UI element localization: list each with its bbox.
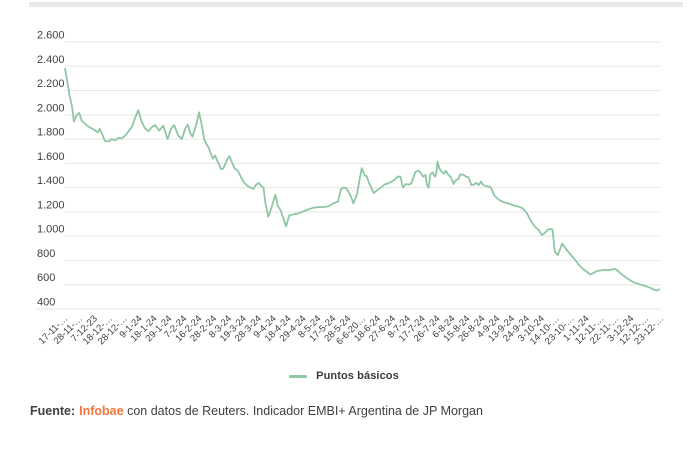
source-prefix: Fuente:: [30, 404, 76, 418]
svg-text:1.800: 1.800: [37, 127, 65, 139]
svg-text:1.400: 1.400: [37, 175, 65, 187]
x-axis-labels: 17-11-…28-11-…7-12-2318-12-…28-12-…9-1-2…: [37, 313, 666, 347]
svg-text:2.000: 2.000: [37, 102, 65, 114]
gridlines: [36, 41, 661, 310]
embi-line-chart: 2.600 2.400 2.200 2.000 1.800 1.600 1.400 1.200…: [36, 30, 666, 347]
legend-item[interactable]: Puntos básicos: [0, 370, 688, 382]
svg-text:2.600: 2.600: [37, 30, 65, 42]
top-divider: [29, 2, 683, 7]
svg-text:2.200: 2.200: [37, 78, 65, 90]
svg-text:1.600: 1.600: [37, 151, 65, 163]
y-axis-labels: 2.600 2.400 2.200 2.000 1.800 1.600 1.400 1.200…: [37, 30, 65, 309]
legend-label: Puntos básicos: [316, 370, 399, 382]
svg-text:2.400: 2.400: [37, 54, 65, 66]
series-line-puntos-basicos: [64, 67, 661, 292]
svg-text:1.200: 1.200: [37, 199, 65, 211]
svg-text:600: 600: [37, 272, 55, 284]
source-note: Fuente: Infobae con datos de Reuters. Ind…: [30, 403, 678, 420]
legend-swatch-line: [289, 374, 308, 378]
source-rest: con datos de Reuters. Indicador EMBI+ Ar…: [123, 404, 483, 418]
svg-text:400: 400: [37, 297, 55, 309]
infobae-link[interactable]: Infobae: [79, 404, 124, 418]
svg-text:800: 800: [37, 248, 55, 260]
svg-text:1.000: 1.000: [37, 224, 65, 236]
